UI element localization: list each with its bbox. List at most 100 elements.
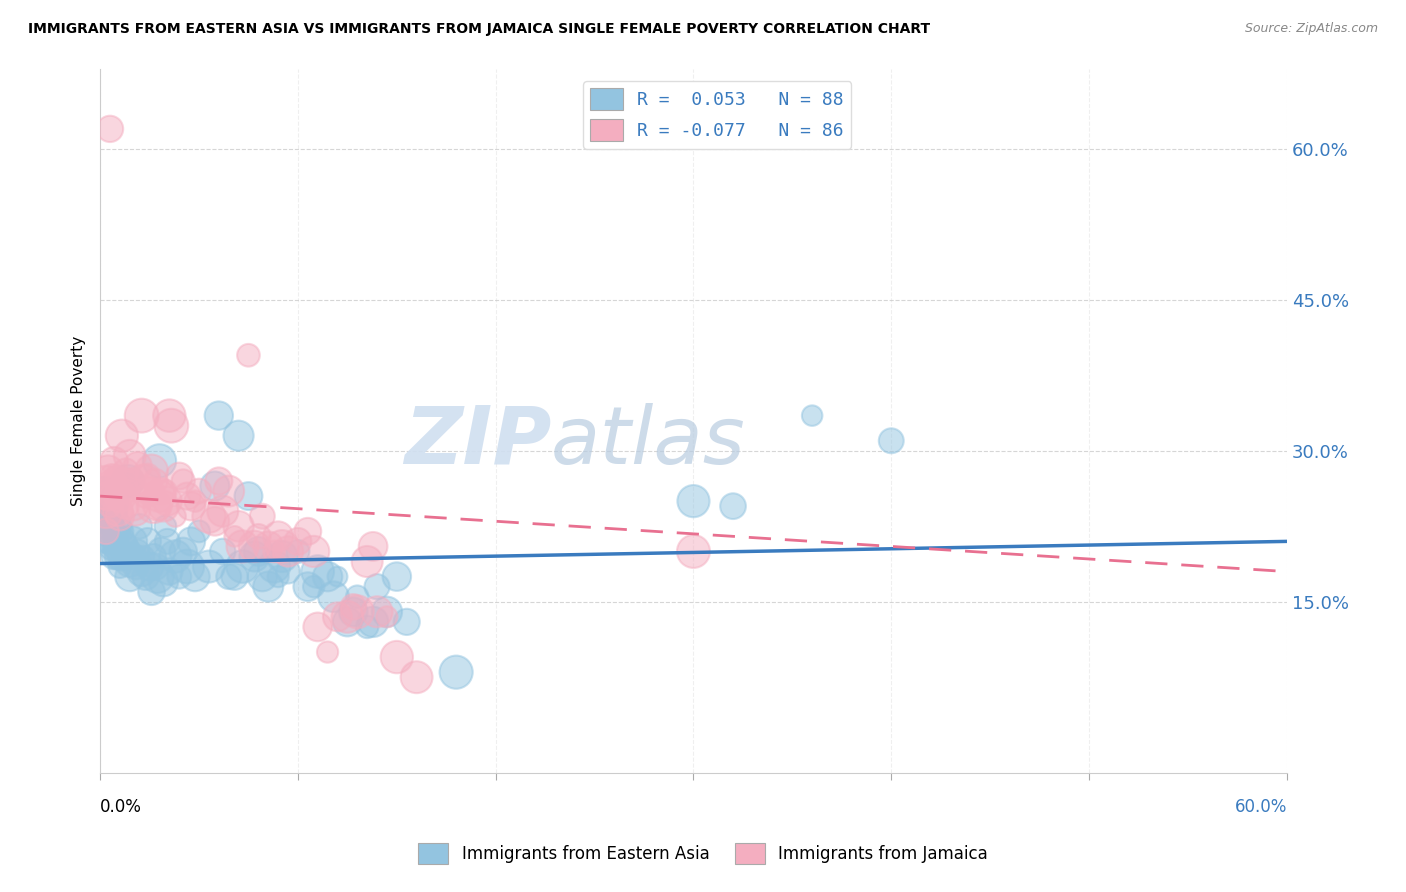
Point: [125, 504, 148, 518]
Point: [395, 615, 418, 629]
Text: 0.0%: 0.0%: [100, 797, 142, 815]
Point: [94, 474, 117, 488]
Point: [326, 569, 349, 583]
Point: [297, 580, 319, 594]
Point: [98, 479, 121, 493]
Point: [155, 484, 177, 499]
Point: [165, 509, 187, 524]
Point: [198, 509, 221, 524]
Point: [172, 474, 194, 488]
Point: [150, 544, 173, 558]
Point: [131, 409, 153, 423]
Point: [148, 454, 170, 468]
Point: [361, 540, 384, 554]
Point: [342, 599, 364, 614]
Point: [128, 519, 150, 533]
Point: [228, 519, 250, 533]
Point: [104, 469, 127, 483]
Point: [405, 670, 427, 684]
Point: [117, 474, 139, 488]
Point: [108, 559, 131, 574]
Point: [444, 665, 467, 680]
Point: [336, 610, 359, 624]
Text: Source: ZipAtlas.com: Source: ZipAtlas.com: [1244, 22, 1378, 36]
Point: [93, 489, 115, 503]
Point: [152, 574, 174, 589]
Legend: Immigrants from Eastern Asia, Immigrants from Jamaica: Immigrants from Eastern Asia, Immigrants…: [412, 837, 994, 871]
Point: [366, 580, 388, 594]
Point: [98, 121, 121, 136]
Point: [104, 519, 127, 533]
Point: [160, 418, 183, 433]
Point: [101, 489, 124, 503]
Point: [122, 549, 145, 564]
Point: [180, 534, 202, 549]
Point: [127, 458, 149, 473]
Point: [146, 499, 169, 513]
Point: [682, 494, 704, 508]
Point: [208, 474, 231, 488]
Point: [176, 489, 198, 503]
Point: [156, 534, 179, 549]
Point: [128, 484, 150, 499]
Point: [101, 540, 124, 554]
Point: [115, 544, 138, 558]
Point: [326, 610, 349, 624]
Point: [218, 569, 240, 583]
Point: [801, 409, 824, 423]
Point: [243, 549, 266, 564]
Point: [101, 504, 124, 518]
Point: [267, 569, 290, 583]
Point: [211, 544, 233, 558]
Text: ZIP: ZIP: [404, 403, 551, 481]
Point: [263, 559, 285, 574]
Point: [184, 494, 207, 508]
Point: [101, 469, 124, 483]
Point: [231, 540, 253, 554]
Point: [150, 484, 173, 499]
Point: [385, 650, 408, 665]
Point: [115, 464, 138, 478]
Text: 60.0%: 60.0%: [1234, 797, 1286, 815]
Point: [111, 429, 134, 443]
Point: [107, 549, 129, 564]
Point: [94, 534, 117, 549]
Point: [167, 469, 190, 483]
Point: [118, 569, 141, 583]
Point: [228, 429, 250, 443]
Point: [165, 549, 187, 564]
Point: [122, 499, 145, 513]
Point: [103, 549, 125, 564]
Point: [111, 524, 134, 539]
Point: [307, 565, 329, 579]
Point: [127, 544, 149, 558]
Point: [176, 559, 198, 574]
Point: [366, 605, 388, 619]
Point: [356, 554, 378, 568]
Point: [184, 569, 207, 583]
Point: [277, 565, 299, 579]
Point: [297, 524, 319, 539]
Point: [385, 569, 408, 583]
Point: [172, 544, 194, 558]
Point: [346, 590, 368, 604]
Text: atlas: atlas: [551, 403, 745, 481]
Point: [247, 544, 270, 558]
Point: [302, 544, 325, 558]
Point: [188, 484, 211, 499]
Point: [136, 469, 159, 483]
Point: [108, 489, 131, 503]
Point: [94, 504, 117, 518]
Point: [108, 509, 131, 524]
Point: [98, 499, 121, 513]
Point: [104, 489, 127, 503]
Point: [271, 540, 294, 554]
Point: [152, 499, 174, 513]
Point: [271, 549, 294, 564]
Point: [346, 605, 368, 619]
Point: [263, 544, 285, 558]
Point: [103, 524, 125, 539]
Point: [146, 569, 169, 583]
Point: [167, 569, 190, 583]
Point: [141, 464, 163, 478]
